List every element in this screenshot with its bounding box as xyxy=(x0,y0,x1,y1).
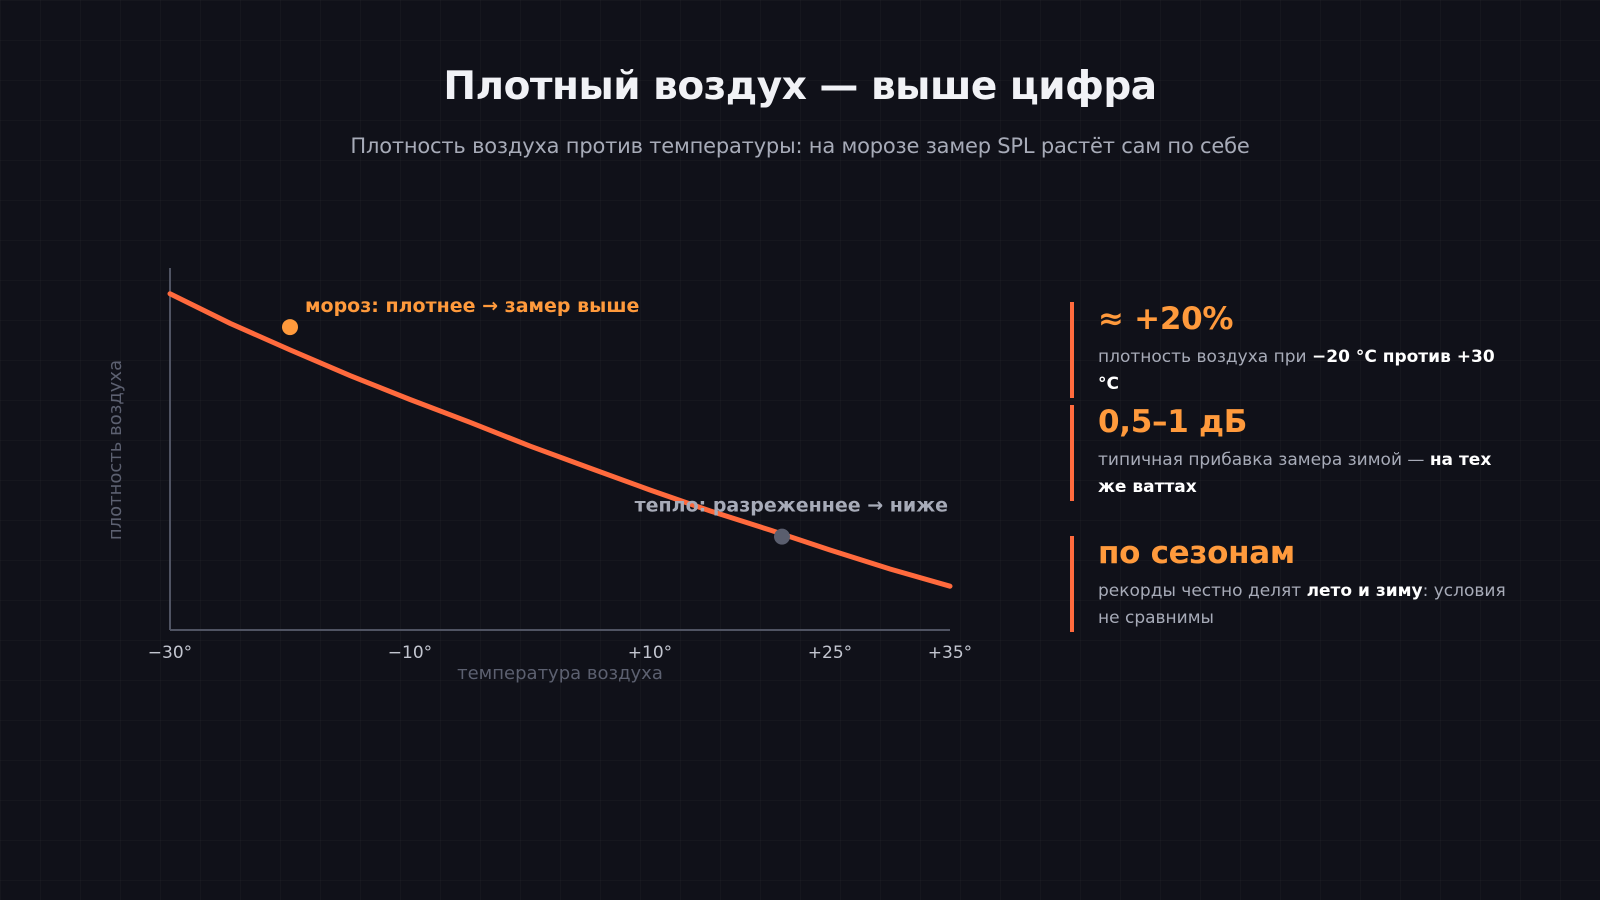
page-subtitle: Плотность воздуха против температуры: на… xyxy=(350,134,1250,158)
stat-description-tail: : условия не сравнимы xyxy=(1098,580,1506,628)
stat-description-emphasis: лето и зиму xyxy=(1306,580,1423,601)
x-tick-label: +25° xyxy=(808,643,852,663)
stat-description: типичная прибавка замера зимой — на тех … xyxy=(1098,447,1510,501)
stat-card-gain: 0,5–1 дБ типичная прибавка замера зимой … xyxy=(1070,404,1510,502)
cold-point-marker xyxy=(282,319,298,336)
stat-description-emphasis: −20 °C против +30 °C xyxy=(1098,346,1495,394)
stat-description: плотность воздуха при −20 °C против +30 … xyxy=(1098,344,1510,398)
warm-point-marker xyxy=(774,528,790,545)
stat-card-seasons: по сезонам рекорды честно делят лето и з… xyxy=(1070,535,1510,633)
stat-description-emphasis: на тех же ваттах xyxy=(1098,449,1492,497)
cold-annotation: мороз: плотнее → замер выше xyxy=(305,295,639,317)
x-tick-label: −30° xyxy=(148,643,192,663)
stat-value: 0,5–1 дБ xyxy=(1098,404,1248,440)
page-title: Плотный воздух — выше цифра xyxy=(443,64,1157,109)
density-curve xyxy=(167,291,953,589)
stat-value: ≈ +20% xyxy=(1098,301,1234,337)
stat-description: рекорды честно делят лето и зиму: услови… xyxy=(1098,578,1510,632)
stat-description-text: плотность воздуха при xyxy=(1098,346,1312,367)
stat-description-text: рекорды честно делят xyxy=(1098,580,1307,601)
y-axis-title: плотность воздуха xyxy=(105,360,126,540)
x-axis-title: температура воздуха xyxy=(457,663,663,684)
x-tick-label: −10° xyxy=(388,643,432,663)
stat-card-density: ≈ +20% плотность воздуха при −20 °C прот… xyxy=(1070,301,1510,399)
density-chart: −30° −10° +10° +25° +35° мороз: плотнее → за… xyxy=(105,268,972,684)
x-tick-label: +35° xyxy=(928,643,972,663)
x-tick-label: +10° xyxy=(628,643,672,663)
stat-description-text: типичная прибавка замера зимой — xyxy=(1098,449,1430,470)
warm-annotation: тепло: разреженнее → ниже xyxy=(635,495,948,517)
stat-value: по сезонам xyxy=(1098,535,1295,571)
